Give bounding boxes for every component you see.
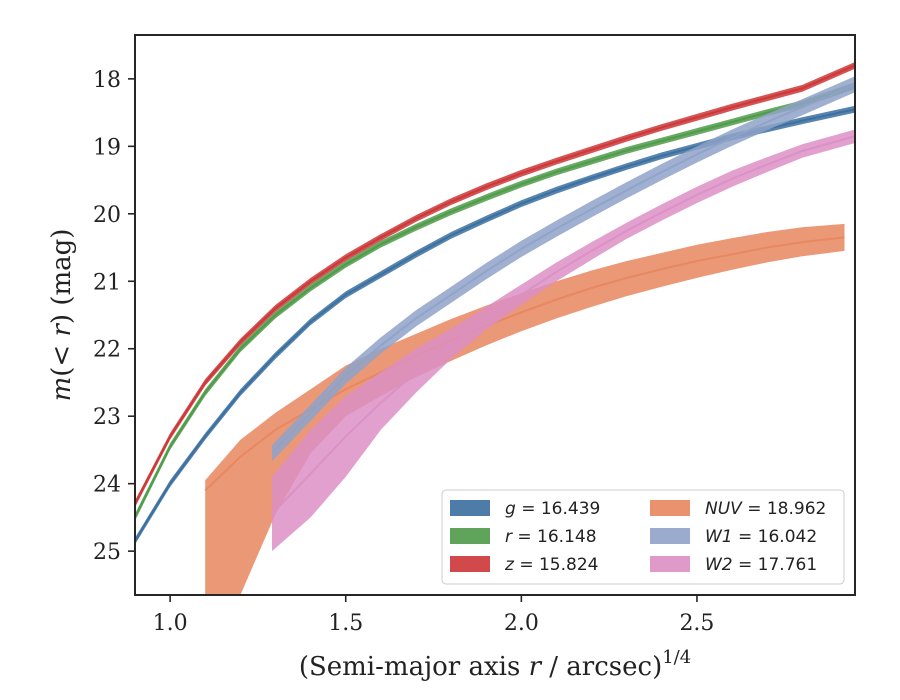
legend-label: r = 16.148: [505, 527, 597, 547]
series-w2: [271, 129, 855, 552]
plot-frame: [134, 34, 856, 596]
line-w2: [271, 135, 855, 515]
series-r: [135, 82, 855, 521]
y-axis: 18 19 20 21 22 23 24 25: [93, 68, 135, 565]
legend-swatch: [450, 500, 490, 516]
y-tick-label: 25: [93, 540, 121, 565]
legend-label: W2 = 17.761: [705, 555, 817, 575]
legend-swatch: [650, 556, 690, 572]
legend-swatch: [650, 528, 690, 544]
series-layer: [135, 62, 855, 595]
legend: g = 16.439 r = 16.148 z = 15.824 NUV = 18.9…: [441, 489, 845, 585]
legend-items: g = 16.439 r = 16.148 z = 15.824 NUV = 18.9…: [450, 499, 826, 575]
y-tick-label: 18: [93, 68, 121, 93]
band-w1: [272, 76, 855, 462]
x-axis: 1.0 1.5 2.0 2.5: [153, 595, 714, 636]
legend-item-nuv: NUV = 18.962: [650, 499, 826, 519]
x-tick-label: 2.0: [504, 611, 539, 636]
x-tick-label: 1.0: [153, 611, 188, 636]
legend-label: W1 = 16.042: [705, 527, 817, 547]
y-tick-label: 24: [93, 473, 121, 498]
line-w1: [271, 83, 855, 454]
legend-label: NUV = 18.962: [705, 499, 826, 519]
y-tick-label: 23: [93, 405, 121, 430]
y-axis-label: m(< r) (mag): [47, 229, 77, 402]
legend-item-g: g = 16.439: [450, 499, 600, 519]
x-tick-label: 1.5: [328, 611, 363, 636]
y-tick-label: 20: [93, 203, 121, 228]
series-w1: [271, 76, 855, 462]
legend-item-w1: W1 = 16.042: [650, 527, 817, 547]
legend-label: z = 15.824: [504, 555, 598, 575]
band-w2: [272, 129, 855, 552]
y-tick-label: 22: [93, 338, 121, 363]
line-r: [135, 84, 855, 518]
x-tick-label: 2.5: [679, 611, 714, 636]
legend-swatch: [450, 556, 490, 572]
legend-box: [441, 489, 845, 585]
legend-item-z: z = 15.824: [450, 555, 598, 575]
legend-swatch: [650, 500, 690, 516]
legend-item-r: r = 16.148: [450, 527, 597, 547]
legend-label: g = 16.439: [505, 499, 600, 519]
legend-item-w2: W2 = 17.761: [650, 555, 817, 575]
legend-swatch: [450, 528, 490, 544]
line-z: [135, 64, 855, 505]
y-tick-label: 19: [93, 135, 121, 160]
y-tick-label: 21: [93, 270, 121, 295]
x-axis-label: (Semi-major axis r / arcsec)1/4: [299, 647, 691, 682]
series-z: [135, 62, 855, 508]
